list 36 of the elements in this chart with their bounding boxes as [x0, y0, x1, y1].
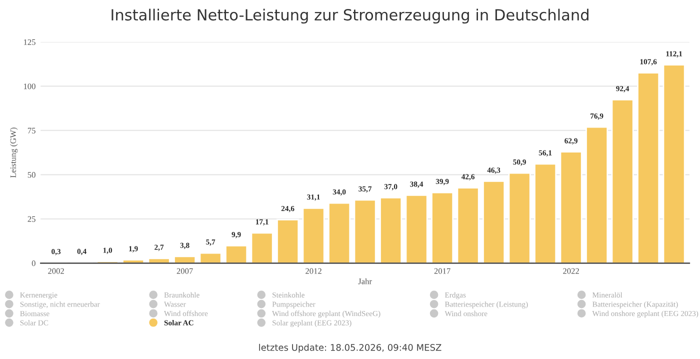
bar: [380, 196, 402, 264]
bar: [482, 180, 506, 264]
y-tick-label: 0: [32, 260, 36, 266]
y-tick-label: 25: [28, 216, 36, 222]
bar: [662, 64, 686, 264]
bar: [611, 98, 634, 264]
x-tick-label: 2022: [563, 268, 579, 274]
bar: [405, 194, 428, 264]
bar: [354, 199, 376, 264]
x-tick-label: 2002: [48, 268, 64, 274]
bar: [534, 163, 557, 264]
bar: [276, 218, 300, 264]
y-tick-label: 100: [24, 84, 36, 90]
bar: [431, 192, 454, 264]
y-tick-label: 50: [28, 172, 36, 178]
x-tick-label: 2017: [434, 268, 450, 274]
x-tick-label: 2007: [176, 268, 193, 274]
y-tick-label: 75: [28, 128, 36, 134]
bar: [637, 72, 660, 264]
x-axis-title: Jahr: [358, 278, 372, 284]
bar: [250, 232, 274, 264]
y-tick-label: 125: [24, 39, 36, 45]
bar: [586, 126, 608, 264]
bar: [456, 187, 480, 264]
bar: [225, 244, 248, 264]
bar: [302, 207, 325, 264]
x-tick-label: 2012: [306, 268, 322, 274]
bar: [508, 172, 531, 264]
chart-title: Installierte Netto-Leistung zur Stromerzeugung in Deutschland: [112, 8, 588, 24]
bar: [174, 256, 196, 264]
text: letztes Update: 18.05.2026, 09:40 MESZ: [259, 344, 442, 353]
bar: [148, 258, 170, 264]
bar: [199, 252, 222, 264]
bar: [560, 151, 582, 264]
y-axis-title: Leistung (GW): [10, 128, 18, 178]
bar: [328, 202, 351, 264]
